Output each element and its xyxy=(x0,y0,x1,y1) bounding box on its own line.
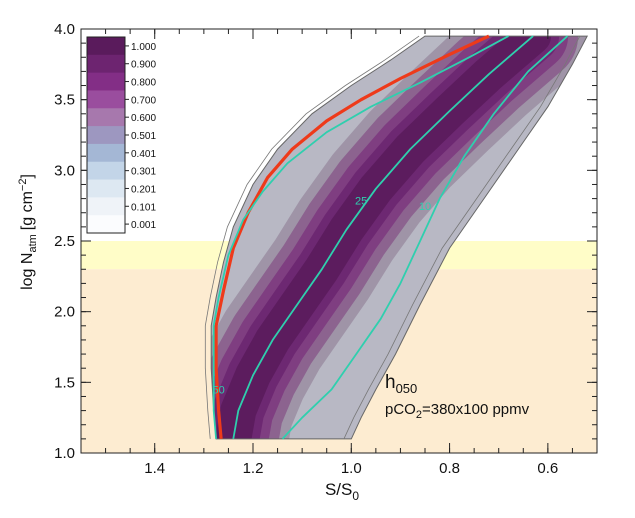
colorbar-level-label: 0.700 xyxy=(131,95,156,106)
colorbar-level-label: 1.000 xyxy=(131,42,156,53)
colorbar-level-label: 0.301 xyxy=(131,167,156,178)
y-tick-label: 1.0 xyxy=(54,445,75,462)
region-outline xyxy=(210,35,589,440)
colorbar-swatch xyxy=(87,72,125,91)
colorbar-swatch xyxy=(87,143,125,163)
colorbar-level-label: 0.800 xyxy=(131,78,156,89)
colorbar-swatch xyxy=(87,108,125,127)
colorbar-level-label: 0.900 xyxy=(131,60,156,71)
x-tick-label: 1.2 xyxy=(243,460,264,477)
contour-label-50: 50 xyxy=(212,385,224,397)
colorbar-swatch xyxy=(87,161,125,181)
contour-label-25: 25 xyxy=(355,195,367,207)
y-tick-label: 3.0 xyxy=(54,162,75,179)
colorbar-level-label: 0.600 xyxy=(131,113,156,124)
contour-lines xyxy=(212,34,569,440)
contour-50 xyxy=(212,35,509,439)
colorbar-level-label: 0.501 xyxy=(131,131,156,142)
colorbar-swatch xyxy=(87,215,125,234)
x-tick-labels: 1.4 1.2 1.0 0.8 0.6 xyxy=(144,460,558,477)
x-tick-label: 1.4 xyxy=(144,460,165,477)
contour-25 xyxy=(232,35,534,440)
colorbar-swatch xyxy=(87,54,125,74)
contour-labels: 50 25 10 xyxy=(212,195,431,396)
x-tick-label: 0.8 xyxy=(439,460,460,477)
y-tick-label: 2.5 xyxy=(54,233,75,250)
contour-10 xyxy=(281,35,569,440)
colorbar-swatch xyxy=(87,179,125,198)
y-tick-label: 4.0 xyxy=(54,21,75,38)
colorbar-level-label: 0.101 xyxy=(131,202,156,213)
y-tick-labels: 1.0 1.5 2.0 2.5 3.0 3.5 4.0 xyxy=(54,21,75,462)
colorbar-swatch xyxy=(87,197,125,216)
axis-ticks xyxy=(81,28,597,454)
x-axis-label: S/S0 xyxy=(325,480,359,503)
outline-echo-right xyxy=(343,35,581,440)
y-axis-label: log Natm[g cm−2] xyxy=(17,174,39,290)
outline-echo-left xyxy=(204,35,420,439)
red-line xyxy=(214,34,490,440)
x-tick-label: 0.6 xyxy=(537,460,558,477)
colorbar-swatch xyxy=(87,90,125,109)
y-tick-label: 2.0 xyxy=(54,304,75,321)
colorbar: 1.000 0.900 0.800 0.700 0.600 0.501 0.401 0.301… xyxy=(86,36,156,234)
colorbar-swatch xyxy=(87,37,125,56)
annotation-model-name: h050 xyxy=(385,372,417,396)
colorbar-level-label: 0.401 xyxy=(131,149,156,160)
y-tick-label: 1.5 xyxy=(54,374,75,391)
y-tick-label: 3.5 xyxy=(54,92,75,109)
annotation-pco2: pCO2=380x100 ppmv xyxy=(385,401,530,421)
contour-label-10: 10 xyxy=(419,201,431,213)
x-tick-label: 1.0 xyxy=(341,460,362,477)
colorbar-swatch xyxy=(87,126,125,145)
colorbar-level-label: 0.001 xyxy=(131,220,156,231)
colorbar-level-label: 0.201 xyxy=(131,184,156,195)
